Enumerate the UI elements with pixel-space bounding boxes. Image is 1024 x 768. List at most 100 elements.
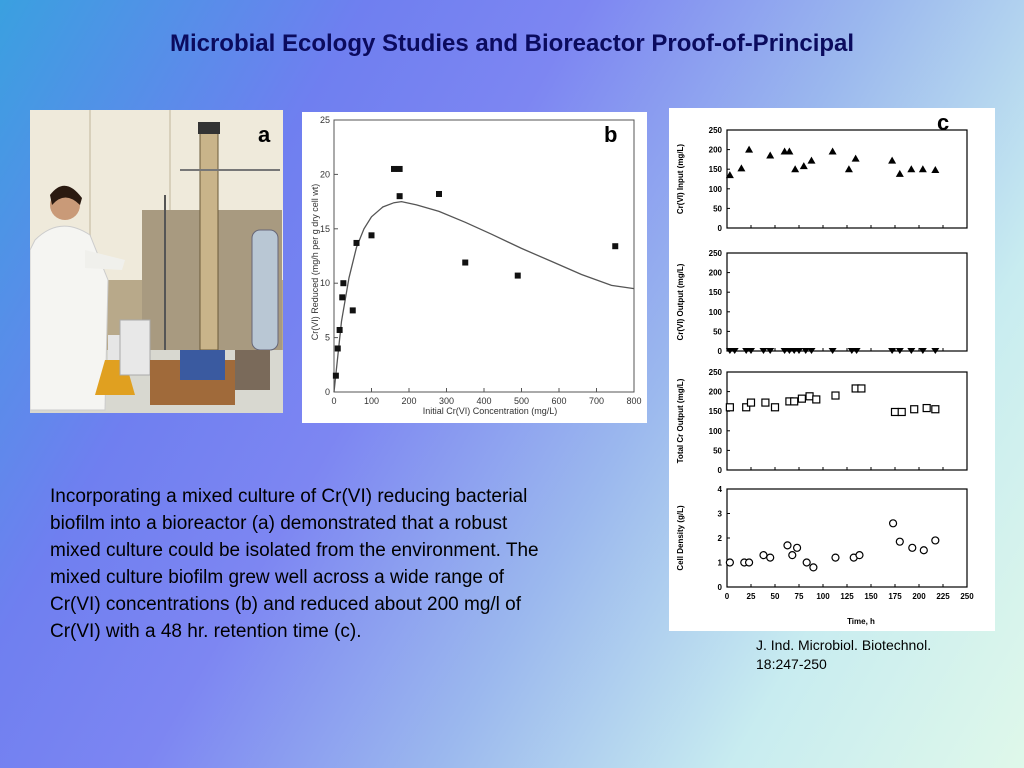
chart-c-point (766, 348, 775, 354)
chart-b-xtick-label: 400 (476, 396, 491, 406)
citation: J. Ind. Microbiol. Biotechnol. 18:247-25… (756, 636, 996, 674)
chart-c-point (809, 563, 818, 572)
bioreactor-photo-illustration (30, 110, 283, 413)
chart-b-svg: 0 100 200 300 400 500 600 700 800 0 5 10 15 20 25 Cr(V… (310, 115, 642, 416)
chart-c-point (895, 537, 904, 546)
chart-c-ytick-label: 200 (709, 388, 723, 397)
chart-b-ytick-label: 10 (320, 278, 330, 288)
chart-c-point (788, 551, 797, 560)
chart-c-ytick-label: 50 (713, 204, 722, 213)
chart-c-point (844, 165, 853, 173)
chart-c-point (725, 558, 734, 567)
chart-c-point (747, 348, 755, 354)
chart-c-ytick-label: 250 (709, 368, 723, 377)
chart-c-ylabel: Cell Density (g/L) (676, 505, 685, 571)
chart-c-xtick-label: 225 (936, 592, 950, 601)
chart-c-xtick-label: 175 (888, 592, 902, 601)
chart-c-ylabel: Cr(VI) Output (mg/L) (676, 263, 685, 340)
chart-b-frame (333, 119, 635, 393)
chart-c-point (792, 543, 802, 552)
chart-b-xtick-label: 100 (364, 396, 379, 406)
chart-c-point (745, 145, 754, 153)
chart-b-ytick-label: 20 (320, 169, 330, 179)
chart-c-point (908, 543, 917, 552)
chart-c-point (766, 553, 775, 562)
chart-b-xtick-label: 300 (439, 396, 454, 406)
chart-c-point (851, 154, 860, 162)
chart-b-point (334, 345, 341, 352)
chart-c-xtick-label: 25 (747, 592, 756, 601)
chart-c-point (742, 403, 751, 412)
chart-c-point (802, 558, 811, 567)
chart-c-xtick-label: 0 (725, 592, 730, 601)
citation-line-2: 18:247-250 (756, 656, 827, 672)
chart-c-ytick-label: 50 (713, 446, 722, 455)
chart-c-subplot-frame (726, 371, 968, 471)
chart-c-point (725, 403, 734, 412)
citation-line-1: J. Ind. Microbiol. Biotechnol. (756, 637, 932, 653)
chart-c-point (770, 403, 780, 412)
chart-b-point (339, 294, 346, 301)
chart-b-xtick-label: 700 (589, 396, 604, 406)
chart-c-ytick-label: 50 (713, 327, 722, 336)
chart-c-point (888, 519, 898, 528)
chart-c-point (725, 171, 734, 179)
chart-c-xtick-label: 50 (771, 592, 780, 601)
chart-c-point (759, 348, 768, 354)
chart-c-ytick-label: 150 (709, 288, 723, 297)
chart-b-xtick-label: 0 (331, 396, 336, 406)
chart-c-point (931, 536, 940, 545)
chart-c-point (895, 348, 904, 354)
chart-c-point (855, 551, 864, 560)
chart-c-point (857, 384, 866, 393)
chart-c-point (807, 348, 816, 354)
chart-c-point (783, 541, 792, 550)
chart-c-ylabel: Cr(VI) Input (mg/L) (676, 144, 685, 215)
chart-b-point (436, 190, 442, 197)
chart-b-point (368, 232, 375, 239)
chart-b: 0 100 200 300 400 500 600 700 800 0 5 10 15 20 25 Cr(V… (302, 112, 647, 423)
chart-c-ytick-label: 0 (718, 466, 723, 475)
chart-c: 0 50 100 150 200 250 Cr(VI) Input (mg/L) 0 50 100… (669, 108, 995, 631)
chart-c-point (897, 407, 906, 417)
chart-b-point (514, 272, 521, 279)
panel-b-label: b (604, 122, 618, 147)
chart-c-point (766, 151, 775, 159)
chart-c-xlabel: Time, h (847, 617, 875, 626)
chart-b-point (340, 280, 347, 287)
chart-c-point (828, 147, 837, 155)
chart-b-point (332, 372, 339, 379)
chart-c-point (888, 348, 897, 354)
chart-c-ytick-label: 4 (718, 485, 723, 494)
chart-c-ylabel: Total Cr Output (mg/L) (676, 378, 685, 463)
slide-title: Microbial Ecology Studies and Bioreactor… (169, 30, 855, 57)
chart-b-point (396, 165, 403, 172)
bioreactor-photo (30, 110, 283, 413)
chart-c-point (852, 348, 861, 354)
chart-b-point (462, 259, 469, 266)
chart-c-point (795, 348, 803, 354)
chart-b-xtick-label: 500 (514, 396, 529, 406)
chart-c-xtick-label: 75 (795, 592, 804, 601)
chart-c-point (785, 147, 794, 155)
chart-c-point (737, 164, 746, 172)
chart-c-ytick-label: 2 (718, 534, 723, 543)
chart-c-xtick-label: 250 (960, 592, 974, 601)
chart-b-point (612, 243, 619, 250)
chart-c-point (919, 546, 928, 555)
chart-c-point (744, 558, 754, 567)
chart-b-xtick-label: 800 (626, 396, 641, 406)
chart-b-ytick-label: 5 (325, 333, 330, 343)
chart-c-point (907, 348, 916, 354)
chart-c-point (931, 405, 940, 414)
chart-c-point (805, 392, 814, 401)
chart-c-point (831, 553, 840, 562)
chart-c-xtick-label: 200 (912, 592, 926, 601)
chart-b-ytick-label: 0 (325, 387, 330, 397)
chart-b-xtick-label: 200 (401, 396, 416, 406)
chart-c-point (931, 348, 940, 354)
chart-c-point (910, 405, 919, 414)
body-paragraph: Incorporating a mixed culture of Cr(VI) … (50, 486, 539, 642)
chart-c-ytick-label: 100 (709, 308, 723, 317)
